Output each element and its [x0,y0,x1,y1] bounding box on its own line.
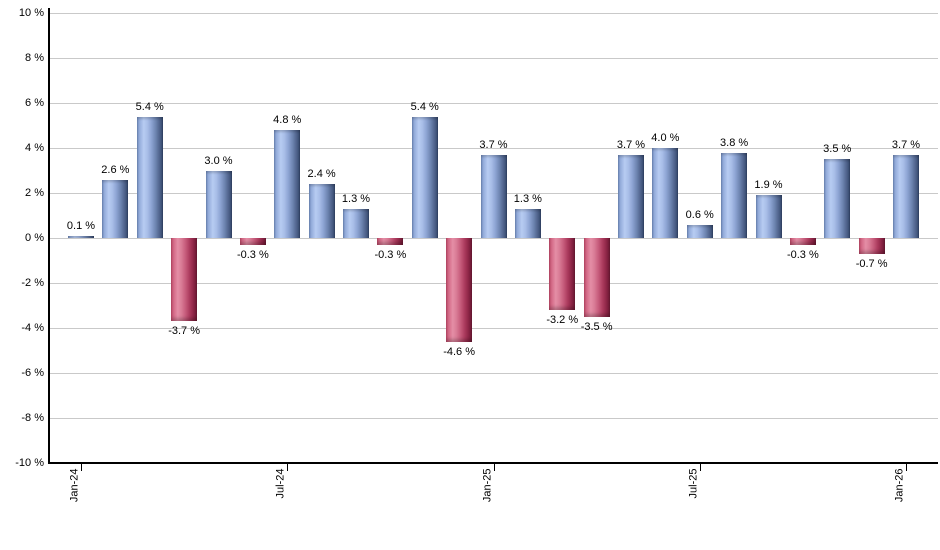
x-axis-tick [699,464,701,471]
y-axis-tick-label: 0 % [25,232,44,244]
x-axis-tick-label: Jan-26 [893,468,906,503]
bar-negative [239,238,266,245]
bar-positive [102,179,129,238]
bar-negative [377,238,404,245]
bar-value-label: 0.6 % [685,208,714,221]
bar-positive [343,208,369,238]
bar-value-label: 3.8 % [720,136,749,149]
bar-positive [721,152,748,238]
y-gridline [48,13,938,14]
bar-value-label: 2.4 % [307,168,336,180]
bar-value-label: -4.6 % [443,345,476,358]
y-gridline [48,418,938,419]
y-gridline [48,328,938,329]
bar-value-label: -3.2 % [546,314,579,326]
bar-value-label: -0.3 % [236,248,269,261]
y-axis-tick-label: -4 % [21,322,44,334]
bar-value-label: 0.1 % [66,219,96,232]
bar-value-label: 1.3 % [341,192,371,205]
x-axis-tick [906,464,907,471]
bar-value-label: 2.6 % [101,163,130,176]
y-axis-tick-label: -6 % [21,367,44,379]
bar-positive [68,235,94,238]
bar-negative [789,238,816,245]
bar-negative [446,238,473,342]
y-axis-tick-label: 10 % [18,7,44,19]
bar-negative [549,238,576,310]
y-axis-tick-label: -8 % [21,412,44,424]
bar-positive [686,224,713,238]
bar-value-label: 3.7 % [479,138,508,151]
bar-positive [308,184,335,238]
bar-value-label: -0.3 % [374,248,407,261]
bar-positive [274,130,301,238]
y-axis-tick-label: 2 % [25,187,44,199]
y-axis-tick-label: 8 % [25,52,44,64]
bar-value-label: -0.7 % [855,257,888,270]
bar-negative [171,238,198,322]
x-axis-tick-label: Jan-25 [481,468,493,503]
x-axis-tick [287,464,289,471]
x-axis-tick-label: Jul-24 [274,468,287,499]
bar-positive [480,154,507,238]
bar-value-label: 5.4 % [410,100,439,113]
bar-positive [136,116,163,238]
y-gridline [48,58,938,59]
bar-value-label: 4.8 % [273,114,302,126]
bar-negative [858,238,885,254]
bar-value-label: 3.7 % [891,138,921,151]
bar-value-label: 4.0 % [651,132,680,144]
x-axis-tick-label: Jul-25 [687,468,700,499]
y-axis-tick-label: -10 % [15,457,44,469]
bar-value-label: -3.7 % [168,325,201,338]
y-gridline [48,283,938,284]
bar-value-label: 3.5 % [823,143,852,156]
bar-positive [514,208,541,238]
bar-value-label: 3.0 % [204,154,233,167]
bar-positive [824,159,851,238]
bar-positive [652,148,679,238]
y-axis [48,8,50,463]
bar-positive [618,154,644,238]
bar-positive [205,170,232,238]
bar-value-label: 5.4 % [135,100,164,113]
y-gridline [48,103,938,104]
x-axis [48,462,938,464]
bar-value-label: 1.9 % [754,179,783,192]
bar-value-label: -3.5 % [580,320,613,333]
bar-value-label: -0.3 % [786,248,819,261]
x-axis-tick [493,464,495,471]
y-gridline [48,373,938,374]
y-axis-tick-label: -2 % [21,277,44,289]
bar-value-label: 1.3 % [513,192,542,205]
bar-positive [755,195,782,238]
x-axis-tick [81,464,82,471]
bar-positive [893,154,919,238]
y-gridline [48,148,938,149]
x-axis-tick-label: Jan-24 [68,468,81,503]
y-gridline [48,238,938,239]
y-axis-tick-label: 6 % [25,97,44,109]
bar-value-label: 3.7 % [616,138,646,151]
bar-negative [583,238,610,317]
y-axis-tick-label: 4 % [25,142,44,154]
bar-positive [411,116,438,238]
